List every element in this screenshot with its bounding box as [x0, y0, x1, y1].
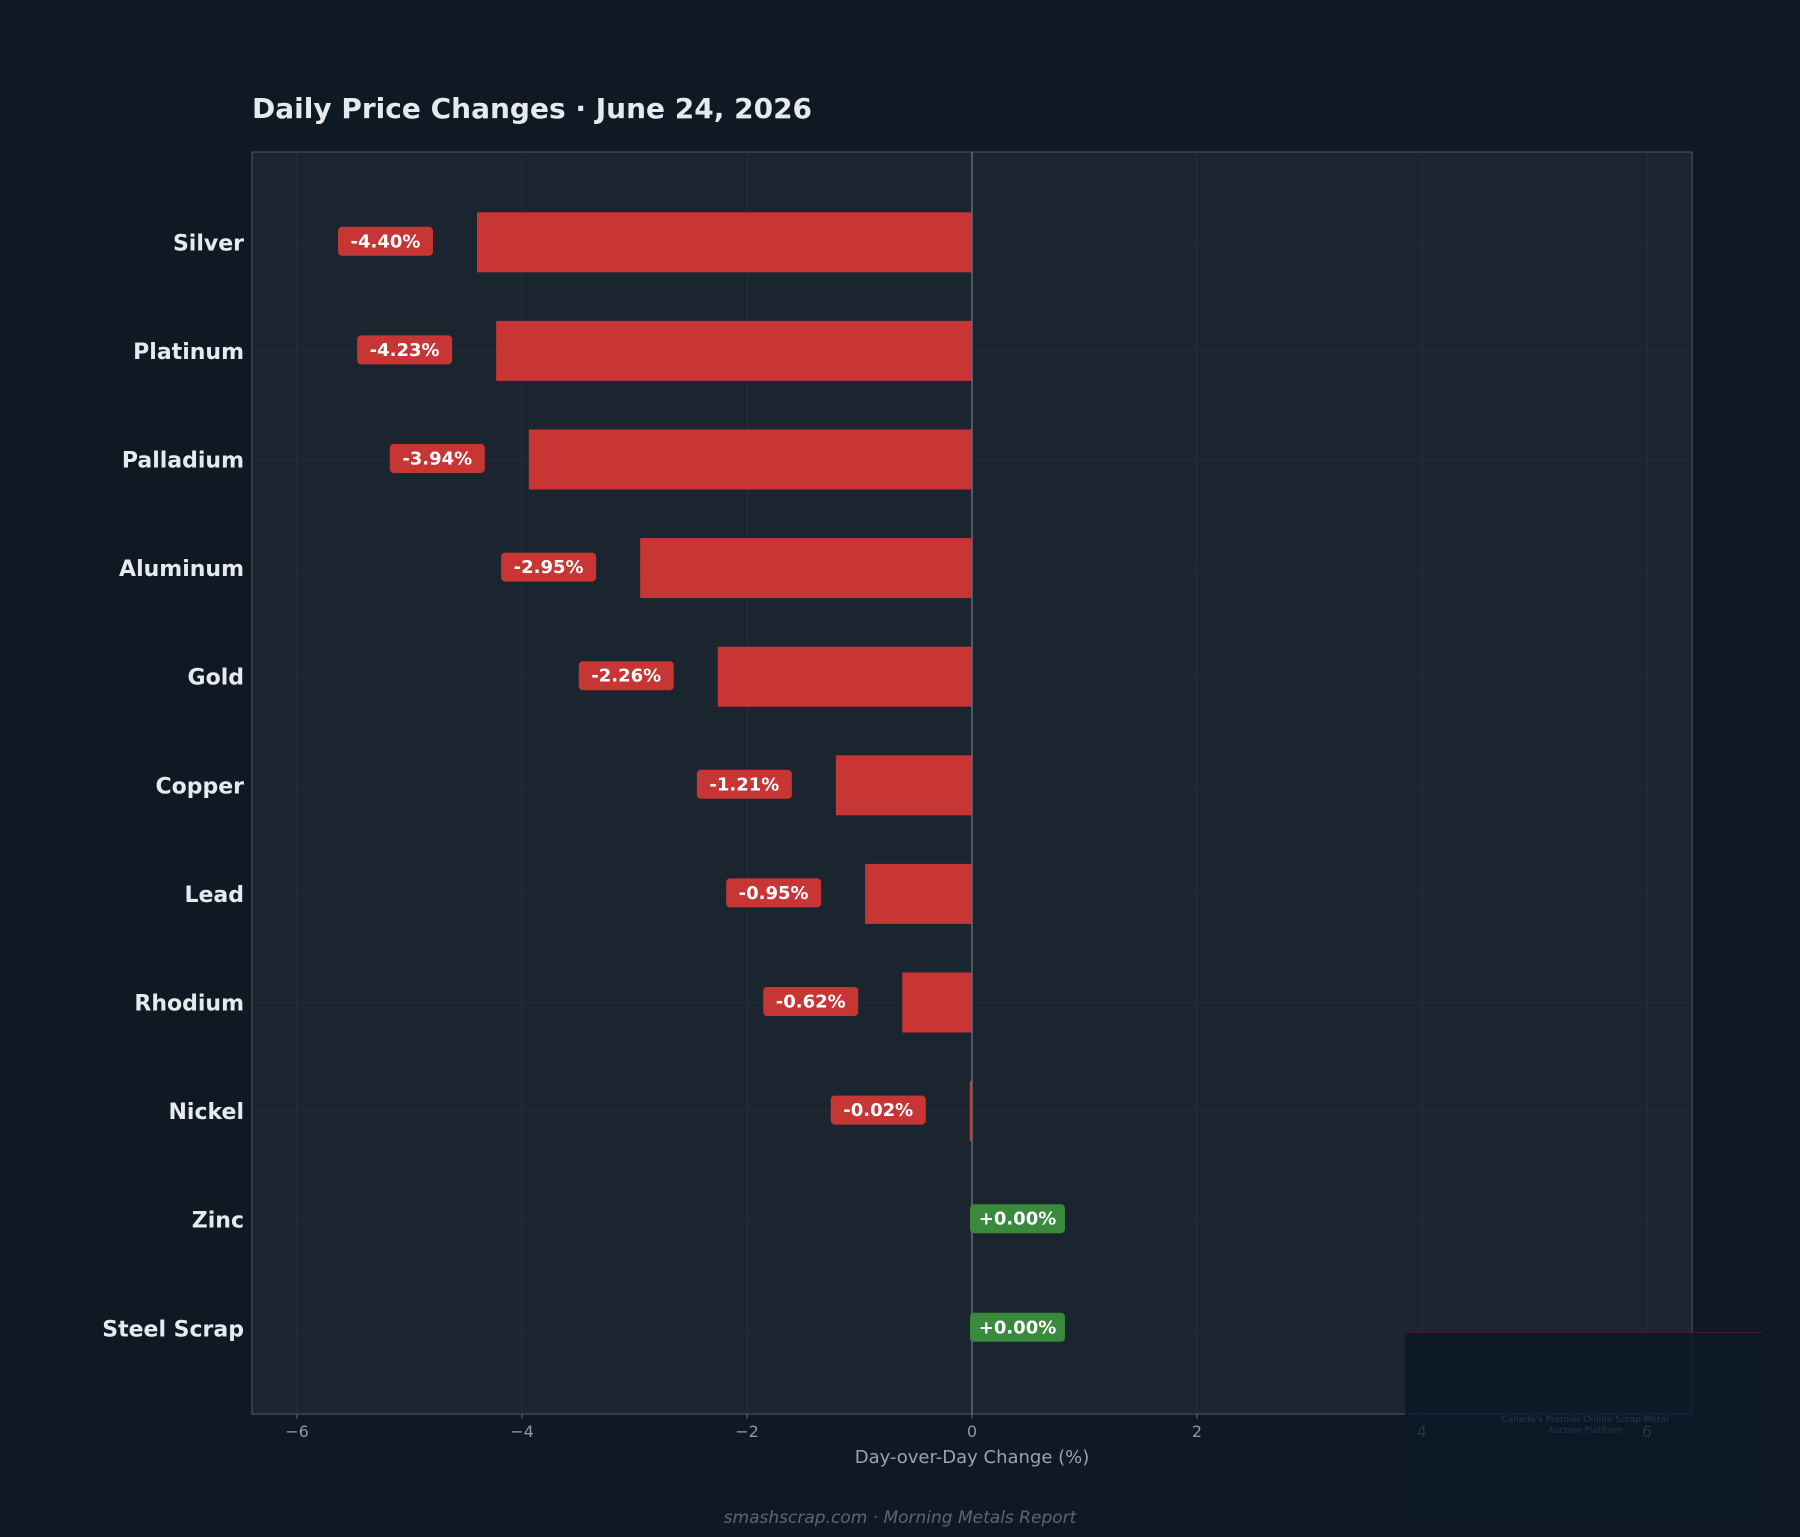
data-label-badge	[726, 878, 822, 908]
data-label-badge	[970, 1204, 1065, 1234]
category-label: Platinum	[133, 340, 244, 365]
data-label: -0.02%	[843, 1100, 913, 1121]
category-label: Gold	[188, 666, 244, 691]
x-tick-label: −2	[735, 1422, 759, 1441]
data-label-badge	[578, 661, 674, 691]
x-tick-label: −6	[285, 1422, 309, 1441]
watermark-divider	[1405, 1332, 1763, 1333]
bar-nickel	[969, 1081, 972, 1142]
data-label-badge	[830, 1095, 926, 1125]
data-label-badge	[970, 1312, 1065, 1342]
category-label: Silver	[173, 231, 244, 256]
data-label: -4.40%	[351, 231, 421, 252]
footer-source: smashscrap.com · Morning Metals Report	[723, 1508, 1077, 1528]
data-label-badge	[338, 226, 433, 256]
bar-lead	[865, 863, 972, 924]
category-label: Zinc	[192, 1209, 244, 1234]
x-tick-label: 2	[1192, 1422, 1202, 1441]
bar-gold	[717, 646, 972, 707]
x-tick-label: −4	[510, 1422, 534, 1441]
data-label: -3.94%	[402, 449, 472, 470]
x-tick-label: 0	[967, 1422, 977, 1441]
category-label: Nickel	[169, 1100, 245, 1125]
data-label-badge	[357, 335, 453, 365]
chart-title: Daily Price Changes · June 24, 2026	[252, 92, 813, 125]
data-label-badge	[389, 444, 485, 473]
data-label-badge	[696, 769, 792, 799]
category-label: Palladium	[122, 449, 244, 474]
data-label: +0.00%	[979, 1317, 1057, 1338]
watermark-panel	[1405, 1332, 1763, 1522]
category-label: Copper	[155, 774, 244, 799]
data-label: +0.00%	[979, 1209, 1057, 1230]
x-axis-label: Day-over-Day Change (%)	[855, 1447, 1090, 1468]
bar-palladium	[528, 429, 972, 490]
category-label: Lead	[184, 883, 244, 908]
category-label: Steel Scrap	[102, 1317, 244, 1342]
data-label-badge	[501, 552, 597, 582]
bar-platinum	[496, 320, 972, 381]
watermark-text: Canada's Premier Online Scrap Metal Auct…	[1501, 1415, 1669, 1436]
bar-silver	[477, 212, 972, 273]
data-label: -2.26%	[591, 666, 661, 687]
data-label: -4.23%	[370, 340, 440, 361]
data-label: -0.62%	[776, 992, 846, 1013]
bar-aluminum	[640, 538, 972, 599]
category-label: Rhodium	[134, 992, 244, 1017]
category-label: Aluminum	[119, 557, 244, 582]
bar-rhodium	[902, 972, 972, 1033]
bar-copper	[835, 755, 972, 816]
data-label: -1.21%	[709, 774, 779, 795]
data-label: -0.95%	[739, 883, 809, 904]
data-label-badge	[763, 987, 859, 1016]
data-label: -2.95%	[514, 557, 584, 578]
